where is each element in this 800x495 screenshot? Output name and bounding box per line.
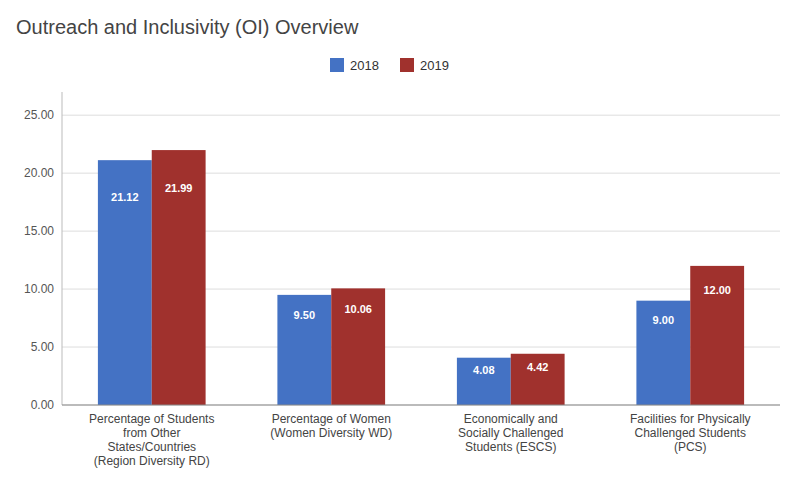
x-tick-label: Economically andSocially ChallengedStude… bbox=[458, 412, 563, 454]
x-tick-label-line: (Region Diversity RD) bbox=[94, 454, 210, 468]
data-labels: 21.12 9.50 4.08 9.00 21.99 10.06 4.42 12.00 bbox=[111, 182, 731, 377]
bar bbox=[457, 358, 511, 405]
x-tick-label-line: (Women Diversity WD) bbox=[270, 426, 392, 440]
x-tick-label: Percentage of Women(Women Diversity WD) bbox=[270, 412, 392, 440]
bar bbox=[98, 160, 152, 405]
y-tick-label: 5.00 bbox=[31, 340, 55, 354]
x-tick-label-line: Economically and bbox=[464, 412, 558, 426]
legend-label: 2019 bbox=[420, 58, 449, 73]
data-label: 12.00 bbox=[703, 284, 731, 296]
x-tick-label: Facilities for PhysicallyChallenged Stud… bbox=[630, 412, 751, 454]
data-label: 21.12 bbox=[111, 191, 139, 203]
x-tick-label-line: (PCS) bbox=[674, 440, 707, 454]
data-label: 10.06 bbox=[344, 303, 372, 315]
data-label: 4.42 bbox=[527, 361, 548, 373]
y-axis-line bbox=[62, 92, 63, 405]
y-tick-label: 10.00 bbox=[24, 282, 54, 296]
bar bbox=[331, 288, 385, 405]
bar bbox=[511, 354, 565, 405]
data-label: 4.08 bbox=[473, 364, 494, 376]
bar bbox=[152, 150, 206, 405]
bar bbox=[690, 266, 744, 405]
y-tick-label: 15.00 bbox=[24, 224, 54, 238]
bar bbox=[277, 295, 331, 405]
legend-swatch bbox=[400, 58, 414, 72]
title: Outreach and Inclusivity (OI) Overview bbox=[16, 16, 359, 38]
legend-label: 2018 bbox=[350, 58, 379, 73]
x-tick-label-line: States/Countries bbox=[107, 440, 196, 454]
data-label: 21.99 bbox=[165, 182, 193, 194]
x-tick-label-line: Facilities for Physically bbox=[630, 412, 751, 426]
x-tick-label-line: Socially Challenged bbox=[458, 426, 563, 440]
x-tick-label-line: Students (ESCS) bbox=[465, 440, 556, 454]
x-tick-label-line: Percentage of Students bbox=[89, 412, 214, 426]
legend-swatch bbox=[330, 58, 344, 72]
chart-svg: Outreach and Inclusivity (OI) Overview 20… bbox=[0, 0, 800, 495]
x-tick-label-line: from Other bbox=[123, 426, 180, 440]
grid-line bbox=[62, 405, 780, 406]
legend: 2018 2019 bbox=[330, 58, 449, 73]
bar bbox=[636, 301, 690, 405]
grid-line bbox=[62, 115, 780, 116]
x-tick-label-line: Challenged Students bbox=[635, 426, 746, 440]
x-tick-label-line: Percentage of Women bbox=[272, 412, 391, 426]
y-axis: 0.00 5.00 10.00 15.00 20.00 25.00 bbox=[24, 92, 780, 412]
x-axis: Percentage of Studentsfrom OtherStates/C… bbox=[89, 412, 751, 468]
bars bbox=[98, 150, 744, 405]
y-tick-label: 0.00 bbox=[31, 398, 55, 412]
chart-container: Outreach and Inclusivity (OI) Overview 20… bbox=[0, 0, 800, 495]
data-label: 9.50 bbox=[294, 309, 315, 321]
data-label: 9.00 bbox=[653, 314, 674, 326]
x-tick-label: Percentage of Studentsfrom OtherStates/C… bbox=[89, 412, 214, 468]
y-tick-label: 20.00 bbox=[24, 166, 54, 180]
x-axis-line bbox=[62, 405, 780, 406]
y-tick-label: 25.00 bbox=[24, 108, 54, 122]
